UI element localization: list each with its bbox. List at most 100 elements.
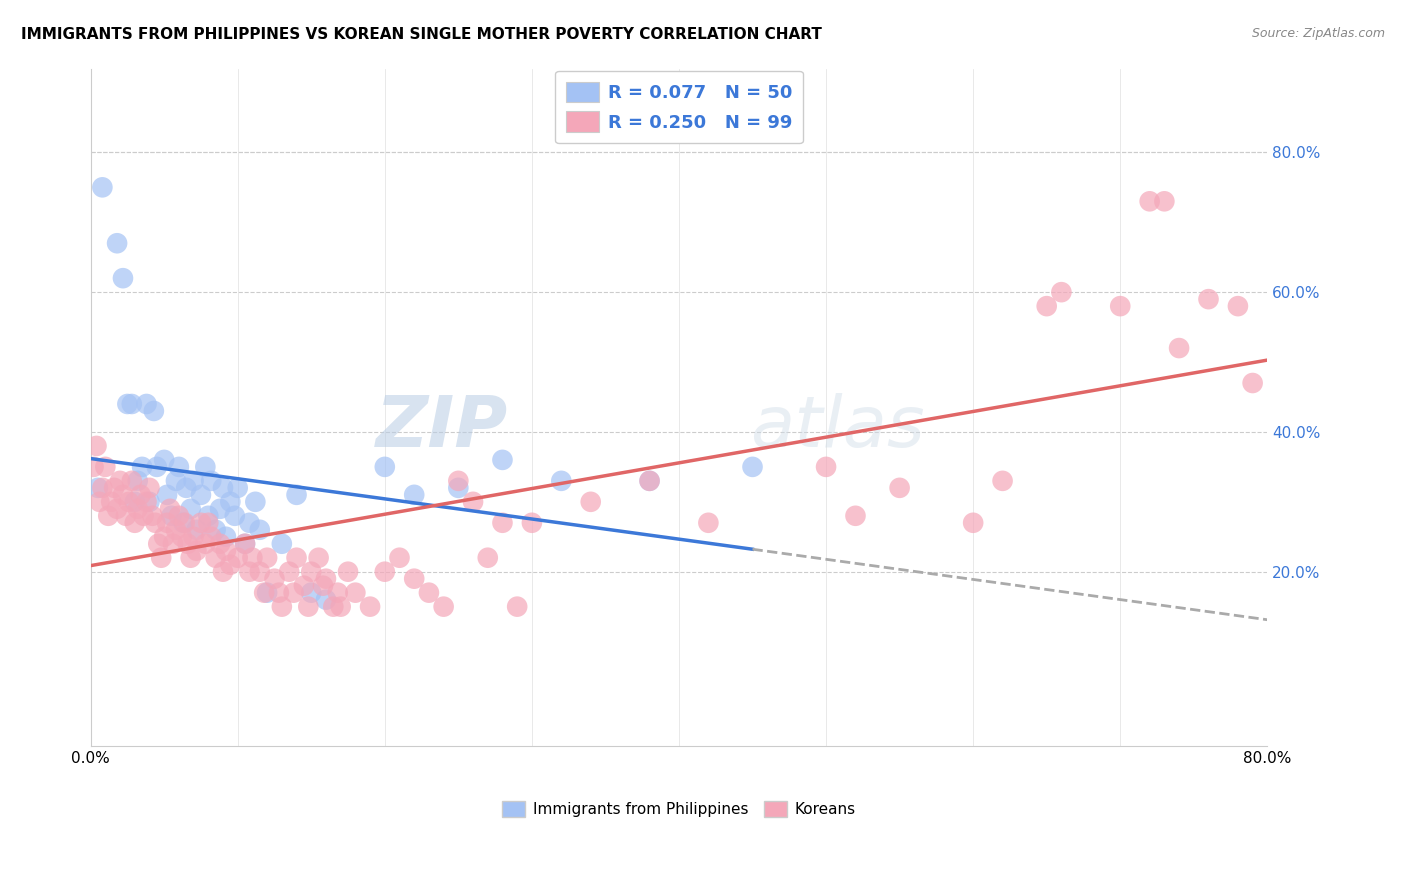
Point [167,459,190,474]
Point [167,508,190,523]
Point [190,488,212,502]
Point [226,481,249,495]
Point [190,516,212,530]
Point [1153,194,1175,209]
Point [256,585,278,599]
Point [86,439,108,453]
Point [312,579,335,593]
Point [815,459,838,474]
Point [165,523,187,537]
Point [238,565,260,579]
Point [520,516,543,530]
Point [215,530,238,544]
Point [219,558,242,572]
Point [148,537,170,551]
Point [374,459,396,474]
Point [322,599,344,614]
Point [135,495,157,509]
Point [197,516,219,530]
Point [94,459,117,474]
Point [111,271,134,285]
Point [204,523,226,537]
Point [172,516,194,530]
Point [242,550,264,565]
Point [249,523,271,537]
Text: IMMIGRANTS FROM PHILIPPINES VS KOREAN SINGLE MOTHER POVERTY CORRELATION CHART: IMMIGRANTS FROM PHILIPPINES VS KOREAN SI… [21,27,823,42]
Point [308,550,330,565]
Point [1109,299,1132,313]
Point [131,459,153,474]
Point [638,474,661,488]
Point [111,488,134,502]
Point [270,599,292,614]
Point [285,488,308,502]
Point [117,397,139,411]
Point [105,501,128,516]
Point [238,516,260,530]
Point [160,508,183,523]
Point [638,474,661,488]
Point [170,530,193,544]
Point [962,516,984,530]
Point [418,585,440,599]
Point [297,599,319,614]
Point [132,508,155,523]
Point [1198,292,1220,306]
Point [1035,299,1057,313]
Point [844,508,866,523]
Point [447,474,470,488]
Point [200,530,222,544]
Point [249,565,271,579]
Point [404,572,426,586]
Point [215,543,238,558]
Point [91,180,114,194]
Point [124,495,146,509]
Point [103,481,125,495]
Point [108,474,131,488]
Point [83,459,105,474]
Point [194,537,217,551]
Point [1241,376,1264,390]
Point [329,599,352,614]
Point [991,474,1014,488]
Point [506,599,529,614]
Point [97,508,120,523]
Point [150,550,173,565]
Point [477,550,499,565]
Point [212,565,235,579]
Point [285,550,308,565]
Point [337,565,360,579]
Point [1050,285,1073,300]
Point [138,495,160,509]
Point [253,585,276,599]
Point [146,459,169,474]
Point [209,501,232,516]
Point [292,579,315,593]
Point [404,488,426,502]
Point [180,501,202,516]
Point [121,397,143,411]
Point [165,474,187,488]
Point [447,481,470,495]
Point [283,585,305,599]
Point [226,550,249,565]
Point [159,501,181,516]
Point [315,572,337,586]
Point [129,488,152,502]
Point [278,565,301,579]
Point [741,459,763,474]
Point [233,537,256,551]
Text: ZIP: ZIP [375,393,509,462]
Point [194,459,217,474]
Point [1139,194,1161,209]
Point [209,537,232,551]
Point [197,508,219,523]
Point [100,495,122,509]
Point [461,495,484,509]
Point [491,516,513,530]
Point [697,516,720,530]
Point [89,495,111,509]
Point [1168,341,1191,355]
Point [183,474,205,488]
Text: Source: ZipAtlas.com: Source: ZipAtlas.com [1251,27,1385,40]
